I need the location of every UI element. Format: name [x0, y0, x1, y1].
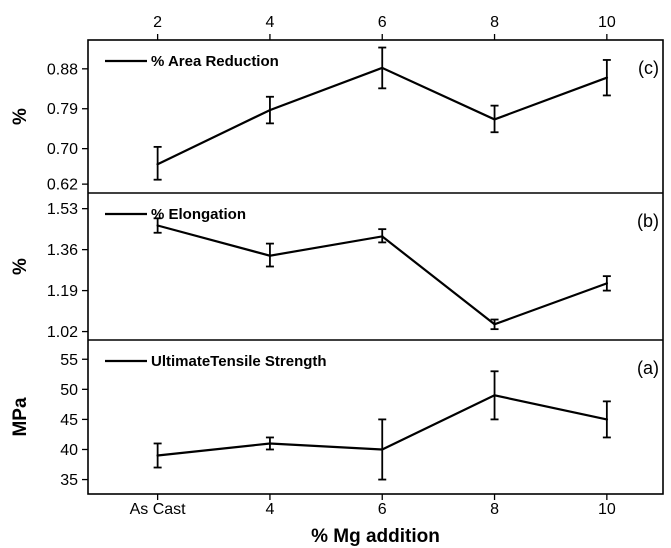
top-x-tick-label: 6	[378, 14, 387, 31]
top-x-tick-label: 2	[153, 14, 162, 31]
y-axis-label: MPa	[10, 397, 31, 437]
data-point	[605, 418, 609, 421]
legend-label: % Area Reduction	[151, 53, 279, 70]
y-tick-label: 40	[60, 442, 78, 459]
data-point	[381, 235, 384, 238]
y-tick-label: 1.53	[47, 201, 78, 218]
data-point	[605, 76, 609, 79]
data-point	[268, 108, 272, 112]
bottom-x-tick-label: 6	[378, 501, 387, 518]
y-tick-label: 1.36	[47, 242, 78, 259]
data-point	[605, 282, 609, 285]
data-point	[493, 323, 496, 326]
y-tick-label: 0.70	[47, 141, 78, 158]
legend-label: UltimateTensile Strength	[151, 353, 327, 370]
panel-tag: (a)	[637, 358, 659, 378]
y-tick-label: 50	[60, 382, 78, 399]
series-layer	[105, 46, 611, 481]
data-point	[381, 448, 384, 451]
data-point	[156, 454, 159, 457]
data-point	[493, 118, 496, 121]
top-x-tick-label: 8	[490, 14, 499, 31]
y-tick-label: 1.02	[47, 324, 78, 341]
bottom-x-tick-label: As Cast	[130, 501, 187, 518]
y-axis-label: %	[10, 108, 31, 125]
y-tick-label: 0.62	[47, 177, 78, 194]
y-tick-label: 35	[60, 472, 78, 489]
top-x-tick-label: 10	[598, 14, 616, 31]
data-point	[156, 224, 159, 227]
y-tick-label: 55	[60, 352, 78, 369]
bottom-x-tick-label: 4	[265, 501, 274, 518]
tick-marks	[82, 34, 608, 500]
panel-frames	[87, 39, 664, 495]
x-axis-label: % Mg addition	[311, 526, 440, 547]
plot-frame	[87, 39, 664, 495]
data-point	[493, 394, 496, 397]
data-point	[268, 254, 272, 257]
y-axis-label: %	[10, 258, 31, 275]
y-tick-label: 0.79	[47, 101, 78, 118]
y-tick-label: 45	[60, 412, 78, 429]
y-tick-label: 0.88	[47, 61, 78, 78]
data-point	[156, 162, 159, 166]
data-point	[268, 442, 272, 445]
panel-tag: (c)	[638, 58, 659, 78]
legend-label: % Elongation	[151, 206, 246, 223]
bottom-x-tick-label: 10	[598, 501, 616, 518]
y-tick-label: 1.19	[47, 283, 78, 300]
top-x-tick-label: 4	[265, 14, 274, 31]
data-point	[381, 66, 384, 70]
panel-tag: (b)	[637, 211, 659, 231]
text-layer: 2 4 6 8 10 As Cast 4 6 8 10 % Mg addition 0.62 0.70 0…	[10, 14, 659, 547]
bottom-x-tick-label: 8	[490, 501, 499, 518]
